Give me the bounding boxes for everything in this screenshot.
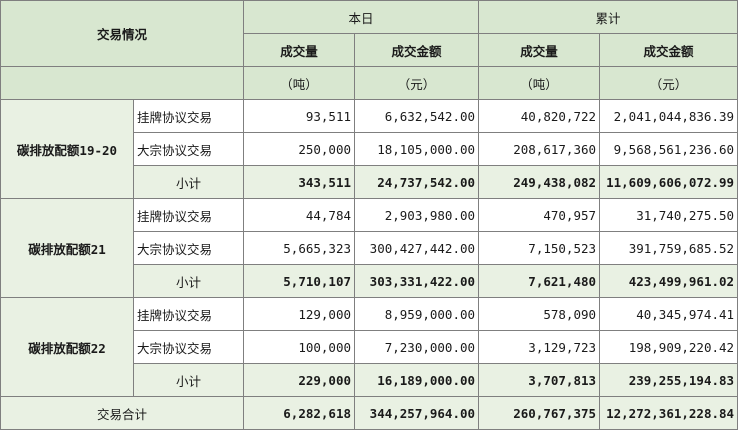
cum-amount: 40,345,974.41 bbox=[599, 297, 738, 331]
header-row-units: （吨） （元） （吨） （元） bbox=[0, 66, 738, 100]
cum-volume: 208,617,360 bbox=[478, 132, 601, 166]
trade-type-label: 挂牌协议交易 bbox=[132, 297, 245, 331]
day-volume: 5,710,107 bbox=[243, 264, 356, 298]
day-volume: 44,784 bbox=[243, 198, 356, 232]
day-amount: 24,737,542.00 bbox=[354, 165, 480, 199]
day-amount: 7,230,000.00 bbox=[354, 330, 480, 364]
total-cum-volume: 260,767,375 bbox=[478, 396, 601, 430]
cum-amount: 11,609,606,072.99 bbox=[599, 165, 738, 199]
unit-today-amount: （元） bbox=[354, 66, 480, 100]
cum-volume: 3,707,813 bbox=[478, 363, 601, 397]
cum-volume: 40,820,722 bbox=[478, 99, 601, 133]
trade-type-label: 挂牌协议交易 bbox=[132, 198, 245, 232]
day-volume: 93,511 bbox=[243, 99, 356, 133]
header-cumulative: 累计 bbox=[478, 0, 738, 34]
subtotal-label: 小计 bbox=[132, 264, 245, 298]
total-label: 交易合计 bbox=[0, 396, 245, 430]
day-amount: 16,189,000.00 bbox=[354, 363, 480, 397]
cum-amount: 2,041,044,836.39 bbox=[599, 99, 738, 133]
cum-volume: 7,621,480 bbox=[478, 264, 601, 298]
day-volume: 343,511 bbox=[243, 165, 356, 199]
cum-volume: 578,090 bbox=[478, 297, 601, 331]
carbon-trading-table: 交易情况 本日 累计 成交量 成交金额 成交量 成交金额 （吨） （元） （吨）… bbox=[0, 0, 738, 430]
day-amount: 300,427,442.00 bbox=[354, 231, 480, 265]
cum-amount: 239,255,194.83 bbox=[599, 363, 738, 397]
cum-amount: 198,909,220.42 bbox=[599, 330, 738, 364]
day-volume: 229,000 bbox=[243, 363, 356, 397]
trade-type-label: 挂牌协议交易 bbox=[132, 99, 245, 133]
header-row-volume: 成交量 成交金额 成交量 成交金额 bbox=[1, 33, 738, 67]
cum-amount: 9,568,561,236.60 bbox=[599, 132, 738, 166]
subtotal-row: 小计 343,511 24,737,542.00 249,438,082 11,… bbox=[1, 165, 738, 199]
total-day-volume: 6,282,618 bbox=[243, 396, 356, 430]
group-label: 碳排放配额21 bbox=[0, 198, 134, 298]
cum-volume: 7,150,523 bbox=[478, 231, 601, 265]
table-row: 碳排放配额22 挂牌协议交易 129,000 8,959,000.00 578,… bbox=[0, 297, 738, 397]
day-amount: 2,903,980.00 bbox=[354, 198, 480, 232]
subtotal-row: 小计 5,710,107 303,331,422.00 7,621,480 42… bbox=[1, 264, 738, 298]
cum-volume: 249,438,082 bbox=[478, 165, 601, 199]
day-volume: 129,000 bbox=[243, 297, 356, 331]
table-row: 大宗协议交易 100,000 7,230,000.00 3,129,723 19… bbox=[1, 330, 738, 364]
header-today-amount: 成交金额 bbox=[354, 33, 480, 67]
table-row: 碳排放配额19-20 挂牌协议交易 93,511 6,632,542.00 40… bbox=[0, 99, 738, 199]
day-amount: 303,331,422.00 bbox=[354, 264, 480, 298]
cum-volume: 470,957 bbox=[478, 198, 601, 232]
cum-amount: 423,499,961.02 bbox=[599, 264, 738, 298]
subtotal-label: 小计 bbox=[132, 165, 245, 199]
trade-type-label: 大宗协议交易 bbox=[132, 330, 245, 364]
header-cum-amount: 成交金额 bbox=[599, 33, 738, 67]
subtotal-row: 小计 229,000 16,189,000.00 3,707,813 239,2… bbox=[1, 363, 738, 397]
unit-cum-volume: （吨） bbox=[478, 66, 601, 100]
group-label: 碳排放配额22 bbox=[0, 297, 134, 397]
table-row: 大宗协议交易 5,665,323 300,427,442.00 7,150,52… bbox=[1, 231, 738, 265]
cum-amount: 391,759,685.52 bbox=[599, 231, 738, 265]
trade-type-label: 大宗协议交易 bbox=[132, 231, 245, 265]
trade-type-label: 大宗协议交易 bbox=[132, 132, 245, 166]
header-trade-situation: 交易情况 bbox=[0, 0, 245, 67]
day-amount: 6,632,542.00 bbox=[354, 99, 480, 133]
header-corner-spacer bbox=[0, 66, 245, 100]
day-amount: 8,959,000.00 bbox=[354, 297, 480, 331]
group-label: 碳排放配额19-20 bbox=[0, 99, 134, 199]
total-cum-amount: 12,272,361,228.84 bbox=[599, 396, 738, 430]
day-volume: 250,000 bbox=[243, 132, 356, 166]
header-cum-volume: 成交量 bbox=[478, 33, 601, 67]
header-today: 本日 bbox=[243, 0, 480, 34]
day-volume: 5,665,323 bbox=[243, 231, 356, 265]
unit-cum-amount: （元） bbox=[599, 66, 738, 100]
day-amount: 18,105,000.00 bbox=[354, 132, 480, 166]
total-row: 交易合计 6,282,618 344,257,964.00 260,767,37… bbox=[0, 396, 738, 430]
day-volume: 100,000 bbox=[243, 330, 356, 364]
header-today-volume: 成交量 bbox=[243, 33, 356, 67]
header-row-top: 交易情况 本日 累计 bbox=[0, 0, 738, 67]
total-day-amount: 344,257,964.00 bbox=[354, 396, 480, 430]
table-row: 碳排放配额21 挂牌协议交易 44,784 2,903,980.00 470,9… bbox=[0, 198, 738, 298]
table-row: 大宗协议交易 250,000 18,105,000.00 208,617,360… bbox=[1, 132, 738, 166]
unit-today-volume: （吨） bbox=[243, 66, 356, 100]
subtotal-label: 小计 bbox=[132, 363, 245, 397]
cum-amount: 31,740,275.50 bbox=[599, 198, 738, 232]
cum-volume: 3,129,723 bbox=[478, 330, 601, 364]
